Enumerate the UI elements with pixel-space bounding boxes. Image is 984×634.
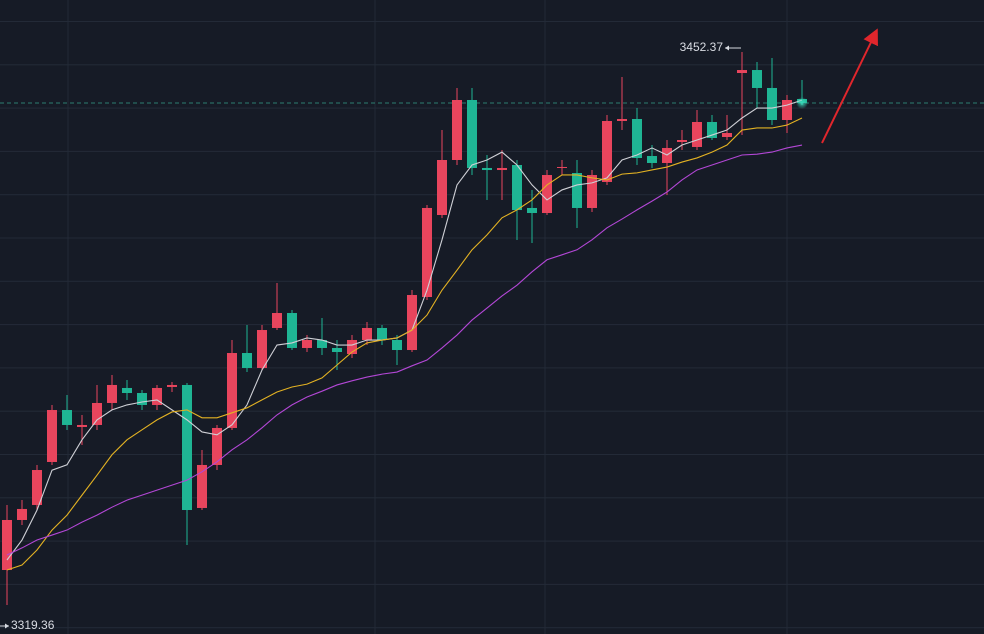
high-pointer-head bbox=[725, 45, 729, 51]
candle-body bbox=[32, 470, 42, 505]
candle-body bbox=[137, 393, 147, 405]
candle-body bbox=[422, 207, 432, 298]
candle-body bbox=[767, 87, 777, 120]
candle-body bbox=[302, 339, 312, 348]
candle-body bbox=[257, 330, 267, 368]
candle-body bbox=[407, 295, 417, 351]
candle-body bbox=[377, 327, 387, 340]
low-pointer-head bbox=[5, 623, 9, 629]
candle-body bbox=[467, 99, 477, 168]
candle-body bbox=[227, 353, 237, 428]
candle-body bbox=[272, 313, 282, 328]
candle-body bbox=[707, 121, 717, 139]
high-label: 3452.37 bbox=[680, 40, 724, 54]
candle-body bbox=[437, 159, 447, 216]
candle-body bbox=[107, 384, 117, 403]
moving-average-line bbox=[6, 117, 803, 571]
candle-body bbox=[182, 384, 192, 511]
candle-body bbox=[602, 120, 612, 182]
candle-body bbox=[392, 339, 402, 351]
candle-body bbox=[632, 118, 642, 159]
candle-body bbox=[557, 166, 567, 168]
candle-body bbox=[362, 327, 372, 340]
candle-body bbox=[692, 121, 702, 147]
candle-body bbox=[317, 339, 327, 348]
candle-body bbox=[122, 387, 132, 394]
candle-body bbox=[332, 347, 342, 353]
candle-body bbox=[647, 156, 657, 163]
low-label: 3319.36 bbox=[11, 618, 55, 632]
candle-body bbox=[737, 70, 747, 74]
candle-body bbox=[77, 424, 87, 427]
candle-body bbox=[587, 175, 597, 208]
candle-body bbox=[542, 175, 552, 214]
candle-body bbox=[197, 464, 207, 508]
candle-body bbox=[497, 167, 507, 171]
candle-body bbox=[92, 402, 102, 425]
candle-body bbox=[452, 99, 462, 160]
candle-body bbox=[287, 313, 297, 348]
candle-body bbox=[572, 173, 582, 208]
candle-body bbox=[47, 410, 57, 462]
candle-body bbox=[167, 384, 177, 387]
candle-body bbox=[527, 207, 537, 214]
candle-body bbox=[242, 353, 252, 368]
last-price-dot bbox=[796, 96, 808, 109]
trend-arrow bbox=[821, 28, 878, 144]
candle-body bbox=[152, 387, 162, 405]
candle-body bbox=[677, 139, 687, 142]
candle-body bbox=[722, 133, 732, 138]
candle-body bbox=[17, 508, 27, 520]
candle-body bbox=[617, 118, 627, 121]
candle-body bbox=[212, 427, 222, 465]
candle-body bbox=[347, 339, 357, 355]
candle-body bbox=[512, 164, 522, 211]
candle-body bbox=[482, 167, 492, 171]
candle-body bbox=[62, 410, 72, 425]
moving-average-line bbox=[6, 144, 803, 556]
candle-body bbox=[782, 99, 792, 120]
candle-body bbox=[752, 70, 762, 88]
candle-body bbox=[2, 519, 12, 571]
